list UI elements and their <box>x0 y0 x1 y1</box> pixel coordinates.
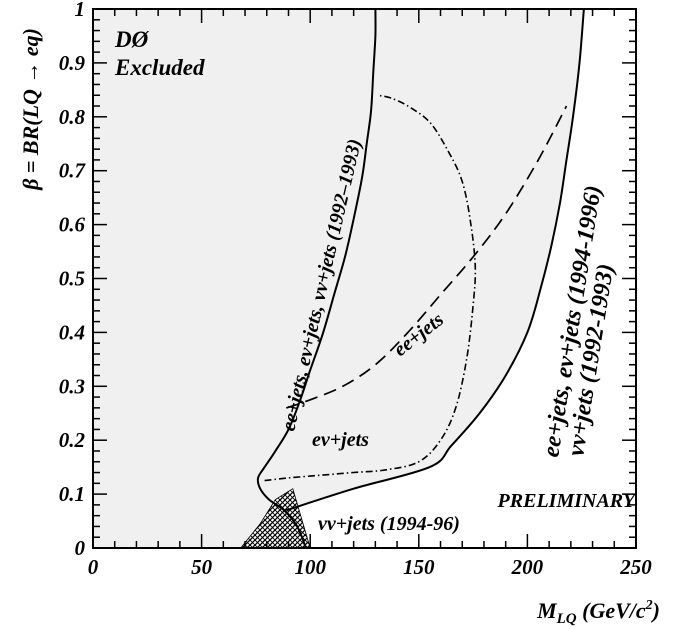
y-tick-label: 0.9 <box>59 51 86 75</box>
y-tick-label: 0.7 <box>59 159 87 183</box>
y-tick-label: 0 <box>75 536 86 560</box>
y-tick-label: 0.4 <box>59 320 85 344</box>
axis-ticks <box>92 8 637 549</box>
curve-1994-1996-combined <box>285 8 585 512</box>
y-axis-title: β = BR(LQ → eq) <box>18 28 43 191</box>
annotation-nunu-jets: νν+jets (1994-96) <box>318 513 460 535</box>
curve-ee-jets <box>286 105 568 409</box>
axis-tick-labels: 0 50 100 150 200 250 0 0.1 0.2 0.3 0.4 0.5 0.6 0.7 0.8… <box>59 0 653 579</box>
x-tick-label: 200 <box>511 555 544 579</box>
y-tick-label: 0.8 <box>59 105 86 129</box>
y-tick-label: 0.6 <box>59 213 86 237</box>
y-tick-label: 0.1 <box>59 482 85 506</box>
curve-1992-1993-combined <box>256 8 377 549</box>
y-tick-label: 1 <box>75 0 86 21</box>
annotation-d0: DØ <box>114 27 150 52</box>
x-axis-title: MLQ (GeV/c2) <box>536 598 660 627</box>
x-tick-label: 250 <box>619 555 652 579</box>
annotation-preliminary: PRELIMINARY <box>497 490 637 512</box>
x-tick-label: 50 <box>191 555 213 579</box>
annotation-enu-jets: eν+jets <box>312 429 369 451</box>
x-tick-label: 0 <box>88 555 99 579</box>
y-tick-label: 0.2 <box>59 428 86 452</box>
x-tick-label: 100 <box>294 555 326 579</box>
curve-enu-jets <box>264 94 477 482</box>
x-tick-label: 150 <box>403 555 435 579</box>
y-tick-label: 0.3 <box>59 374 85 398</box>
y-tick-label: 0.5 <box>59 267 85 291</box>
annotation-excluded: Excluded <box>114 55 205 80</box>
